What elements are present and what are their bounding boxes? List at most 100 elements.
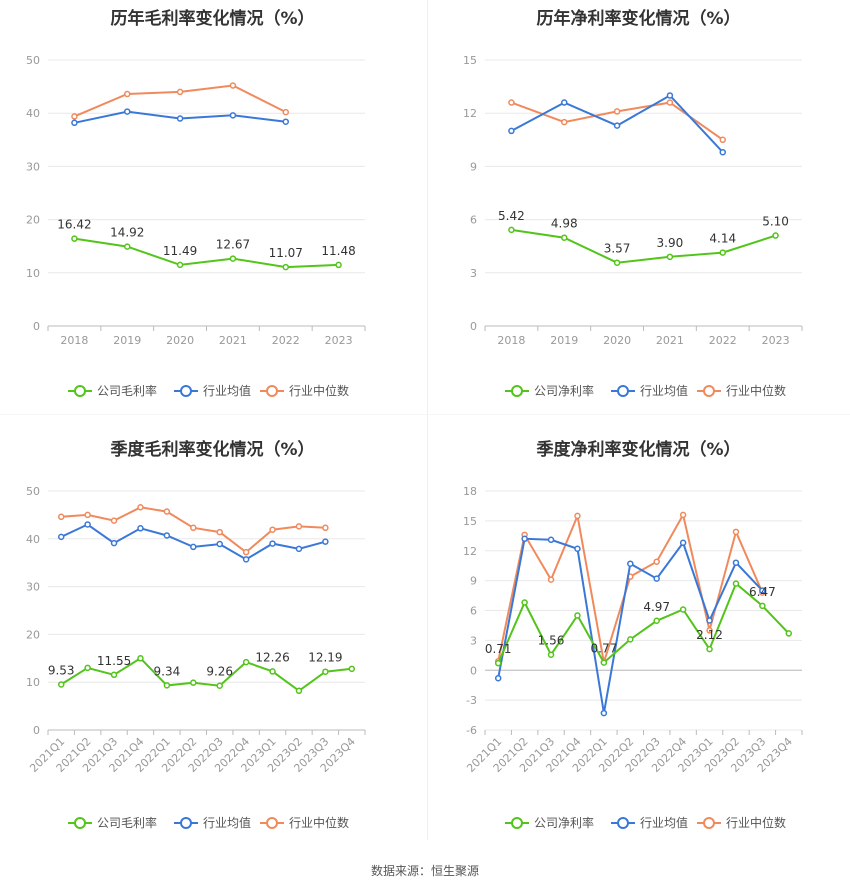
data-point (772, 232, 779, 239)
data-point (666, 99, 674, 106)
data-point (110, 539, 118, 547)
chart-title: 历年净利率变化情况（%） (536, 9, 741, 29)
data-point (190, 679, 197, 686)
series-line (74, 237, 339, 269)
data-point (494, 659, 502, 667)
data-point (627, 636, 634, 643)
data-point (666, 253, 674, 261)
y-tick-label: 30 (26, 160, 40, 173)
legend-marker (617, 385, 629, 397)
data-point (163, 508, 171, 515)
chart-title: 季度净利率变化情况（%） (536, 440, 741, 460)
data-label: 5.10 (762, 215, 789, 229)
data-label: 9.26 (206, 665, 233, 679)
data-point (216, 528, 223, 536)
data-point (785, 630, 793, 637)
legend-label: 行业均值 (640, 383, 688, 398)
legend-marker (180, 385, 192, 397)
series-line (497, 581, 790, 665)
data-point (282, 108, 289, 116)
x-tick-label: 2021 (656, 334, 684, 347)
data-point (124, 108, 131, 115)
data-point (547, 651, 555, 658)
x-tick-label: 2018 (60, 334, 88, 347)
data-point (322, 538, 329, 545)
data-point (229, 255, 237, 262)
data-label: 0.71 (485, 642, 512, 656)
data-point (229, 82, 237, 89)
series-line (511, 228, 776, 264)
series-line (60, 657, 352, 693)
data-label: 9.34 (154, 664, 181, 678)
data-point (574, 545, 581, 553)
legend-marker (511, 817, 523, 829)
y-tick-label: 20 (26, 214, 40, 227)
data-label: 14.92 (110, 226, 144, 240)
legend-label: 行业均值 (203, 383, 251, 398)
y-tick-label: 50 (26, 485, 40, 498)
y-tick-label: 12 (463, 545, 477, 558)
data-point (574, 512, 581, 520)
legend-marker (703, 385, 715, 397)
data-point (124, 90, 131, 98)
data-label: 4.98 (551, 217, 578, 231)
data-label: 12.26 (255, 650, 289, 664)
y-tick-label: 0 (33, 724, 40, 737)
data-point (732, 580, 740, 587)
legend-label: 行业中位数 (726, 815, 786, 830)
y-tick-label: 30 (26, 581, 40, 594)
data-point (242, 548, 250, 556)
data-point (110, 517, 118, 524)
data-point (508, 127, 515, 135)
data-point (282, 263, 289, 271)
data-point (269, 540, 276, 547)
data-point (269, 526, 276, 533)
data-point (600, 709, 608, 717)
legend-marker (703, 817, 715, 829)
y-tick-label: 20 (26, 628, 40, 641)
data-point (84, 521, 91, 528)
data-point (322, 524, 329, 532)
data-source-note: 数据来源：恒生聚源 (370, 864, 479, 878)
data-label: 4.97 (643, 600, 670, 614)
y-tick-label: 9 (470, 160, 477, 173)
data-label: 12.67 (216, 238, 250, 252)
chart-quarterly-net-margin: 季度净利率变化情况（%） -6 -3 0 3 6 9 12 15 18 2021Q1 2021Q2 2… (427, 428, 850, 848)
y-tick-label: 3 (470, 267, 477, 280)
data-point (706, 617, 713, 624)
data-point (348, 665, 356, 673)
y-tick-label: 0 (470, 320, 477, 333)
chart-svg: 0 10 20 30 40 50 2018 2019 2020 2021 2022 2023 16.42… (26, 54, 366, 398)
data-point (719, 136, 726, 144)
data-point (322, 668, 329, 675)
data-label: 12.19 (308, 651, 342, 665)
data-label: 4.14 (709, 232, 736, 246)
data-point (561, 118, 568, 126)
chart-svg: 0 3 6 9 12 15 2018 2019 2020 2021 2022 2023 5.42 4.98… (463, 54, 803, 398)
x-tick-label: 2023 (325, 334, 353, 347)
data-point (216, 540, 223, 548)
legend-label: 公司毛利率 (97, 383, 157, 398)
y-tick-label: 50 (26, 54, 40, 67)
data-point (706, 627, 713, 634)
data-point (295, 545, 303, 553)
y-tick-label: 18 (463, 485, 477, 498)
legend-label: 行业中位数 (289, 383, 349, 398)
y-tick-label: 6 (470, 605, 477, 618)
x-tick-label: 2021 (219, 334, 247, 347)
data-point (163, 682, 171, 689)
legend-marker (74, 385, 86, 397)
data-point (759, 587, 766, 594)
y-tick-label: 40 (26, 533, 40, 546)
data-label: 5.42 (498, 209, 525, 223)
data-label: 16.42 (57, 218, 91, 232)
data-point (163, 532, 171, 539)
data-point (521, 599, 528, 606)
data-label: 11.49 (163, 244, 197, 258)
data-point (110, 671, 118, 679)
data-point (137, 525, 144, 532)
y-tick-label: 6 (470, 214, 477, 227)
data-point (176, 115, 184, 122)
data-point (561, 234, 568, 241)
panel-divider-vertical (427, 0, 428, 840)
